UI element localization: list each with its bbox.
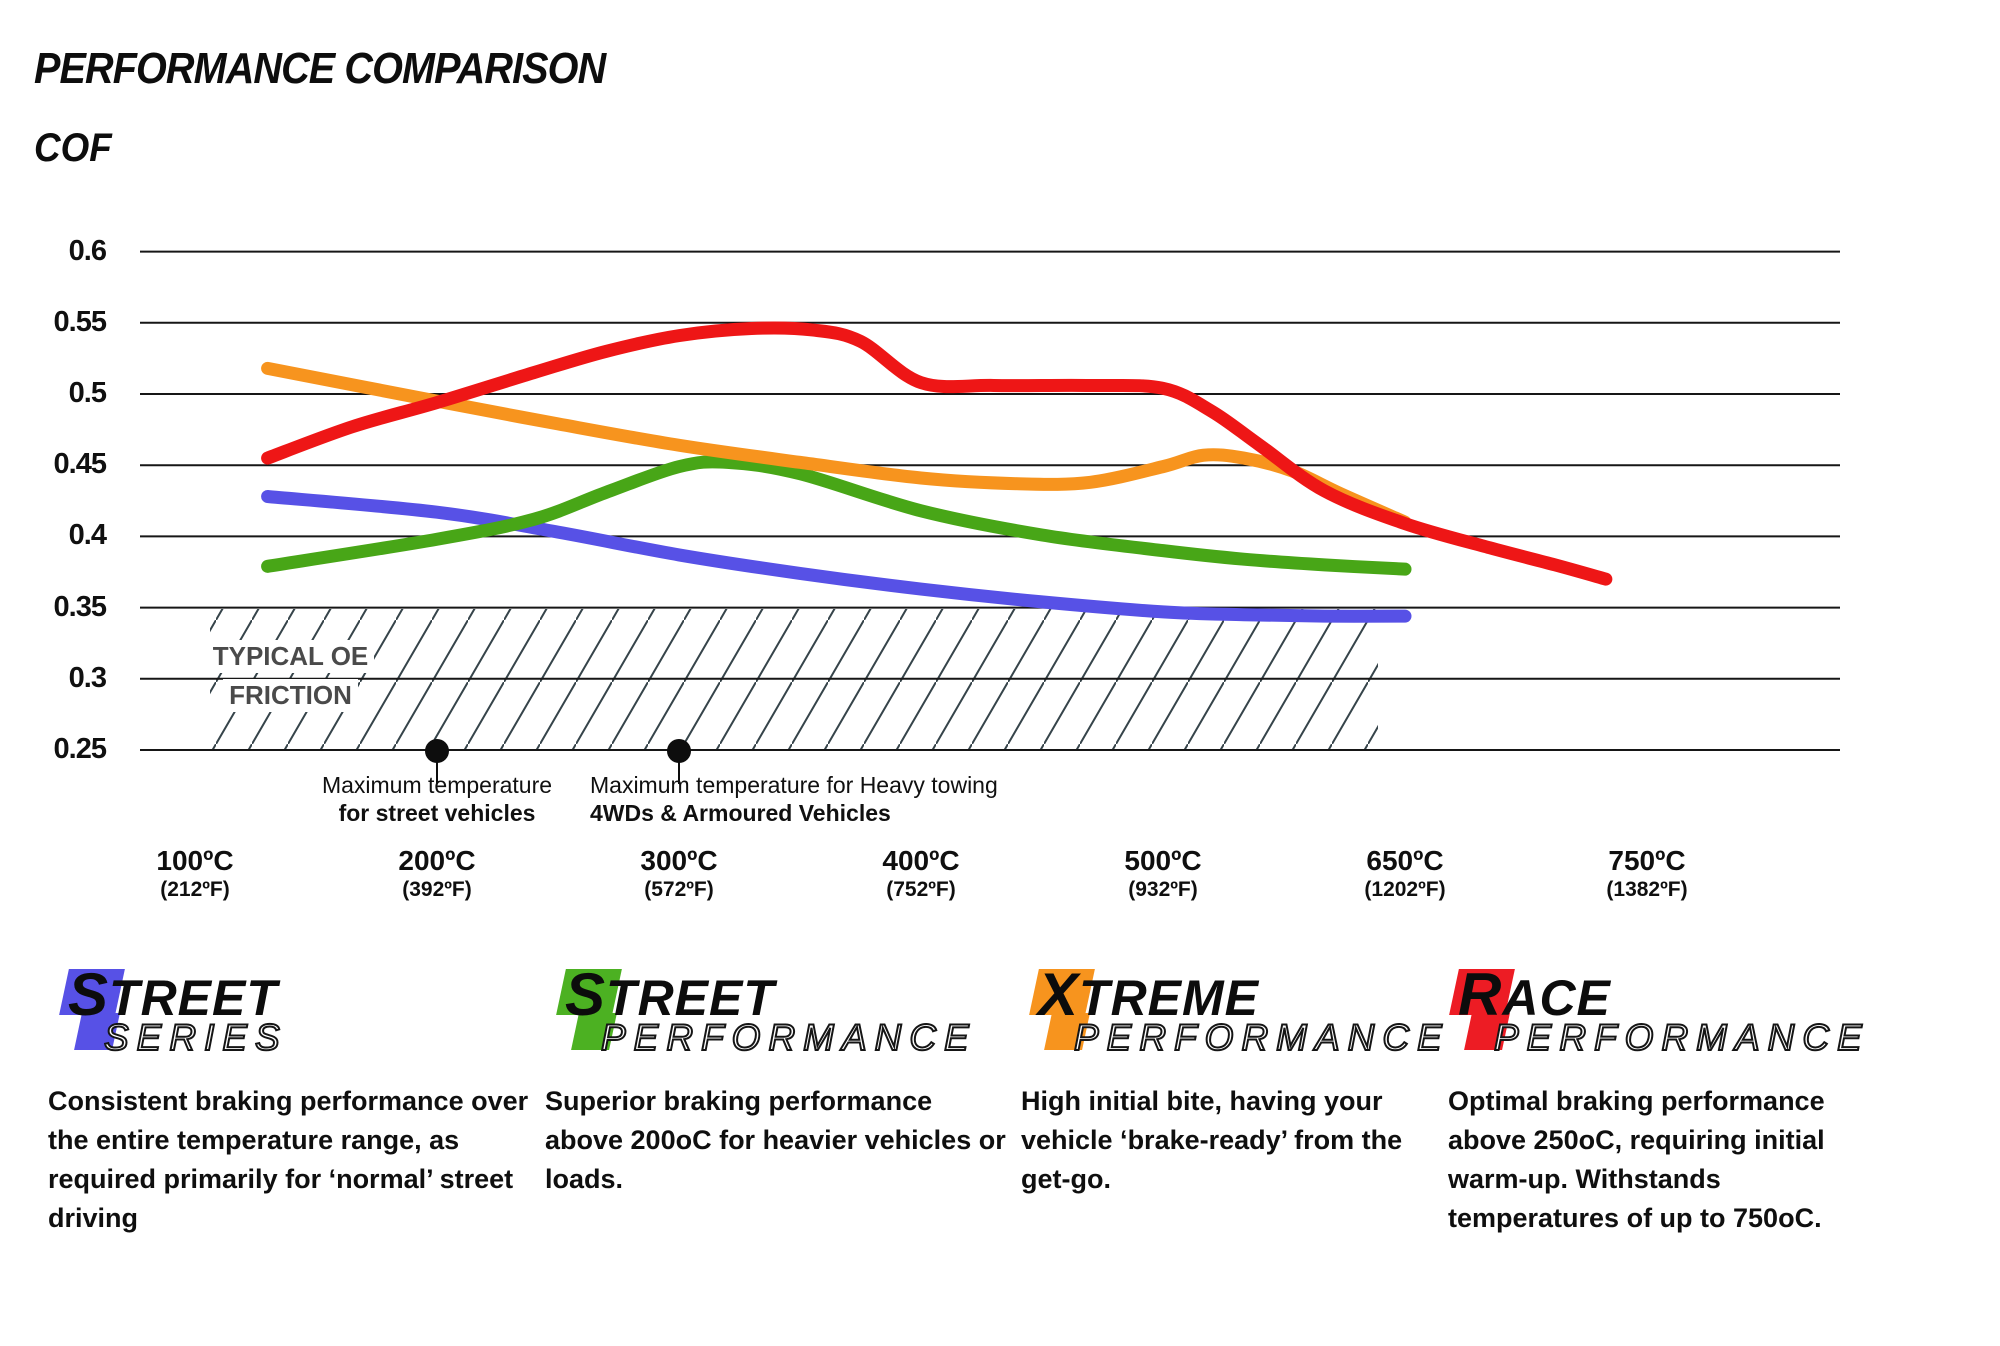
- logo-word-secondary: SERIES: [103, 1017, 288, 1058]
- y-tick-label: 0.3: [68, 661, 107, 694]
- brand-logo-street-series: STREET SERIES: [58, 955, 538, 1065]
- x-tick-label: 100ºC (212ºF): [85, 845, 305, 903]
- x-tick-label: 400ºC (752ºF): [811, 845, 1031, 903]
- logo-word-primary: STREET: [565, 961, 775, 1028]
- y-tick-label: 0.4: [68, 519, 107, 552]
- legend-description: Consistent braking performance over the …: [48, 1086, 529, 1233]
- x-tick-fahrenheit: (212ºF): [160, 878, 230, 901]
- series-curves: [261, 321, 1613, 623]
- annotation-line1: Maximum temperature: [321, 772, 553, 798]
- curve-race-performance: [261, 321, 1613, 586]
- y-tick-label: 0.45: [53, 448, 107, 481]
- x-tick-celsius: 200ºC: [398, 845, 476, 876]
- x-tick-celsius: 100ºC: [156, 845, 234, 876]
- legend-description: Superior braking performance above 200oC…: [545, 1086, 1006, 1194]
- curve-street-series: [261, 490, 1412, 623]
- x-tick-label: 500ºC (932ºF): [1053, 845, 1273, 903]
- brand-logo-race-performance: RACE PERFORMANCE: [1448, 955, 1928, 1065]
- logo-word-primary: RACE: [1458, 961, 1611, 1028]
- oe-label-line2: FRICTION: [223, 679, 358, 712]
- x-tick-celsius: 500ºC: [1124, 845, 1202, 876]
- x-tick-fahrenheit: (752ºF): [886, 878, 956, 901]
- brand-logo-street-performance: STREET PERFORMANCE: [555, 955, 1035, 1065]
- x-tick-label: 750ºC (1382ºF): [1537, 845, 1757, 903]
- x-tick-fahrenheit: (932ºF): [1128, 878, 1198, 901]
- logo-word-primary: XTREME: [1038, 961, 1260, 1028]
- x-tick-fahrenheit: (572ºF): [644, 878, 714, 901]
- legend-description: Optimal braking performance above 250oC,…: [1448, 1086, 1825, 1233]
- x-tick-celsius: 650ºC: [1366, 845, 1444, 876]
- annotation-line1: Maximum temperature for Heavy towing: [590, 772, 998, 798]
- logo-word-secondary: PERFORMANCE: [1073, 1017, 1450, 1058]
- brand-logo-xtreme-performance: XTREME PERFORMANCE: [1028, 955, 1508, 1065]
- annotation-markers: [425, 739, 691, 784]
- curve-xtreme-performance: [261, 361, 1412, 529]
- x-tick-celsius: 300ºC: [640, 845, 718, 876]
- y-axis-title: COF: [34, 126, 112, 170]
- logo-word-secondary: PERFORMANCE: [1493, 1017, 1870, 1058]
- y-tick-label: 0.35: [53, 590, 107, 623]
- typical-oe-friction-band: [210, 609, 1378, 751]
- x-tick-fahrenheit: (392ºF): [402, 878, 472, 901]
- y-tick-label: 0.6: [68, 234, 107, 267]
- oe-label-line1: TYPICAL OE: [206, 640, 375, 673]
- page-title: PERFORMANCE COMPARISON: [34, 44, 606, 93]
- annotation-line2: 4WDs & Armoured Vehicles: [590, 800, 891, 826]
- y-tick-label: 0.25: [53, 733, 107, 765]
- x-tick-fahrenheit: (1202ºF): [1364, 878, 1446, 901]
- annotation-dot: [667, 739, 691, 763]
- x-tick-fahrenheit: (1382ºF): [1606, 878, 1688, 901]
- curve-street-performance: [261, 455, 1412, 576]
- annotation-street-max-temp: Maximum temperature for street vehicles: [227, 771, 647, 827]
- x-tick-label: 650ºC (1202ºF): [1295, 845, 1515, 903]
- x-tick-label: 200ºC (392ºF): [327, 845, 547, 903]
- typical-oe-friction-label: TYPICAL OE FRICTION: [203, 640, 378, 718]
- logo-word-primary: STREET: [68, 961, 278, 1028]
- annotation-dot: [425, 739, 449, 763]
- x-tick-celsius: 400ºC: [882, 845, 960, 876]
- logo-word-secondary: PERFORMANCE: [600, 1017, 977, 1058]
- x-tick-celsius: 750ºC: [1608, 845, 1686, 876]
- x-tick-label: 300ºC (572ºF): [569, 845, 789, 903]
- legend-description: High initial bite, having your vehicle ‘…: [1021, 1086, 1403, 1194]
- y-tick-label: 0.55: [53, 305, 107, 338]
- annotation-line2: for street vehicles: [338, 800, 536, 826]
- y-tick-label: 0.5: [68, 377, 107, 409]
- annotation-towing-max-temp: Maximum temperature for Heavy towing 4WD…: [590, 771, 1090, 827]
